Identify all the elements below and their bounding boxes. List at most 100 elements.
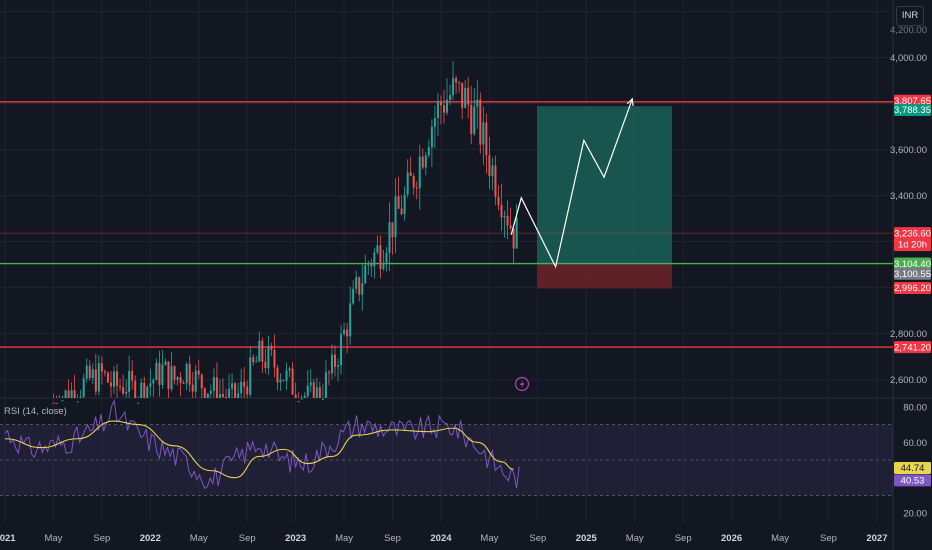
candle-body	[125, 391, 128, 394]
candle-body	[494, 165, 497, 197]
candle-body	[255, 361, 258, 363]
candle-body	[64, 390, 67, 398]
candle-body	[346, 329, 349, 337]
candle-body	[119, 386, 122, 388]
candle-body	[200, 374, 203, 389]
candle-body	[158, 362, 161, 385]
candle-body	[176, 377, 179, 380]
candle-body	[309, 382, 312, 386]
candle-body	[221, 394, 224, 398]
candle-body	[215, 377, 218, 398]
candle-body	[137, 402, 140, 404]
candle-body	[182, 382, 185, 384]
candle-body	[73, 390, 76, 398]
candle-body	[373, 252, 376, 267]
candle-body	[249, 357, 252, 395]
candle-body	[376, 245, 379, 253]
candle-body	[203, 388, 206, 398]
candle-body	[500, 205, 503, 218]
candle-body	[385, 252, 388, 263]
candle-body	[485, 122, 488, 156]
price-badge-label: 3,100.55	[894, 269, 931, 280]
candle-body	[243, 381, 246, 387]
price-badge	[894, 94, 931, 107]
candle-body	[427, 147, 430, 156]
candle-body	[122, 386, 125, 394]
stop-zone	[537, 264, 672, 289]
rsi-tick-label: 20.00	[903, 509, 927, 520]
rsi-tick-label: 60.00	[903, 438, 927, 449]
candle-body	[503, 215, 506, 218]
candle-body	[267, 345, 270, 369]
time-tick-label: May	[44, 533, 62, 544]
candle-body	[330, 354, 333, 374]
price-badge	[894, 282, 931, 295]
candle-body	[170, 366, 173, 390]
candle-body	[288, 368, 291, 371]
time-tick-label: Sep	[529, 533, 546, 544]
candle-body	[488, 155, 491, 177]
candle-body	[455, 78, 458, 83]
candle-body	[464, 87, 467, 108]
candle-body	[321, 398, 324, 400]
projection-arrowhead	[626, 97, 634, 106]
price-badge	[894, 341, 931, 354]
candle-body	[424, 155, 427, 168]
candle-body	[512, 228, 515, 249]
candle-body	[152, 380, 155, 384]
candle-body	[509, 225, 512, 229]
rsi-ma-line	[4, 420, 514, 479]
candle-body	[70, 390, 73, 398]
candle-body	[225, 397, 228, 399]
candle-body	[355, 277, 358, 289]
time-tick-label: May	[190, 533, 208, 544]
candle-body	[100, 363, 103, 372]
price-badge-label: 3,104.40	[894, 259, 931, 270]
currency-button[interactable]: INR	[896, 6, 924, 26]
candle-body	[106, 372, 109, 383]
projection-path	[510, 97, 634, 269]
candle-body	[442, 105, 445, 113]
candle-body	[197, 370, 200, 375]
candle-body	[276, 367, 279, 383]
candle-body	[352, 288, 355, 304]
candle-body	[479, 99, 482, 145]
candle-body	[382, 262, 385, 269]
candle-body	[279, 380, 282, 383]
candle-body	[300, 398, 303, 400]
candle-body	[282, 380, 285, 382]
candle-body	[367, 263, 370, 266]
time-tick-label: 2027	[866, 533, 887, 544]
candle-body	[388, 222, 391, 253]
candle-body	[228, 388, 231, 398]
candle-body	[140, 382, 143, 398]
time-tick-label: Sep	[820, 533, 837, 544]
candle-body	[324, 372, 327, 398]
candle-body	[491, 165, 494, 177]
lightning-icon[interactable]	[514, 376, 530, 392]
candle-body	[188, 363, 191, 385]
candle-body	[131, 370, 134, 381]
candle-body	[128, 370, 131, 392]
time-tick-label: May	[480, 533, 498, 544]
candle-body	[112, 371, 115, 387]
candle-body	[340, 334, 343, 366]
candle-body	[364, 265, 367, 284]
rsi-tick-label: 80.00	[903, 402, 927, 413]
candle-body	[400, 208, 403, 215]
candle-body	[264, 361, 267, 369]
candle-body	[446, 99, 449, 113]
candle-body	[237, 393, 240, 398]
candle-body	[391, 222, 394, 238]
candle-body	[155, 362, 158, 381]
candle-body	[85, 365, 88, 379]
candle-body	[470, 104, 473, 134]
rsi-pane	[0, 398, 893, 496]
horizontal-levels	[0, 101, 893, 348]
candle-body	[261, 340, 264, 362]
rsi-badge	[894, 461, 931, 474]
price-badge	[894, 227, 931, 252]
candle-body	[361, 283, 364, 295]
candle-body	[97, 363, 100, 392]
